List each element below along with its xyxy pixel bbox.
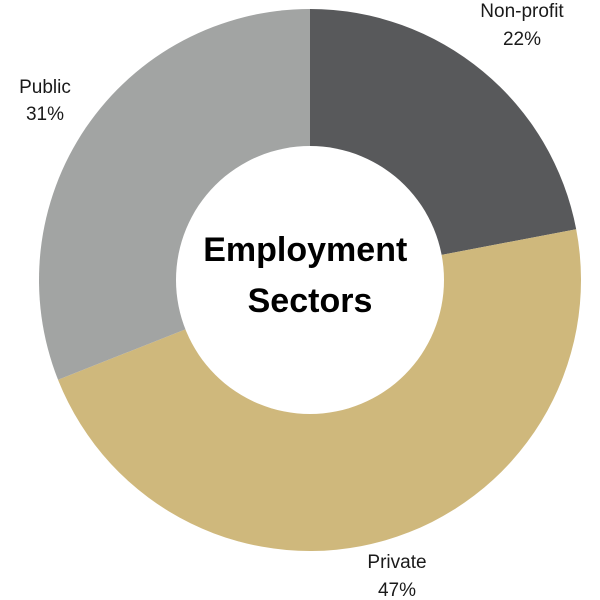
slice-label-value: 22%	[503, 29, 541, 50]
center-title-line-2: Sectors	[248, 282, 373, 320]
slice-label-non-profit: Non-profit 22%	[480, 1, 564, 50]
slice-label-name: Non-profit	[480, 1, 564, 22]
slice-labels: Non-profit 22% Private 47% Public 31%	[19, 1, 564, 600]
center-title-line-1: Employment	[203, 231, 407, 269]
slice-label-public: Public 31%	[19, 77, 71, 125]
slice-label-value: 31%	[26, 104, 64, 125]
center-title: Employment Sectors	[203, 231, 417, 320]
slice-label-name: Public	[19, 77, 71, 98]
donut-hole	[176, 146, 444, 414]
slice-label-private: Private 47%	[367, 552, 426, 600]
slice-label-value: 47%	[378, 580, 416, 600]
slice-label-name: Private	[367, 552, 426, 573]
